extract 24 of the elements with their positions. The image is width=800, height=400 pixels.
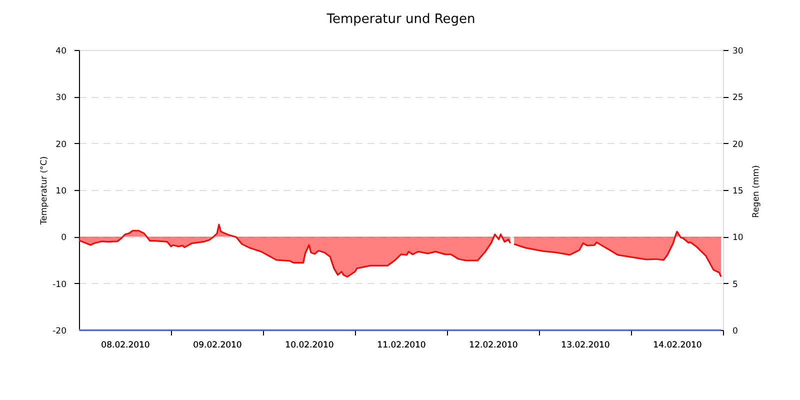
y2-axis-title: Regen (mm) — [752, 165, 762, 218]
y-tick-label: 40 — [56, 46, 66, 56]
y-tick-label: 20 — [56, 140, 66, 150]
y2-tick-label: 25 — [732, 93, 744, 104]
y2-tick-label: 5 — [732, 280, 738, 290]
y2-tick-label: 10 — [732, 233, 744, 244]
chart-title: Temperatur und Regen — [326, 12, 476, 27]
y-tick-label: 0 — [61, 233, 66, 244]
x-tick-label: 11.02.2010 — [377, 340, 426, 350]
y-tick-label: -10 — [52, 280, 66, 290]
y-tick-label: 10 — [56, 186, 66, 196]
y2-tick-label: 0 — [732, 326, 738, 336]
y2-tick-label: 20 — [732, 140, 744, 150]
x-tick-label: 10.02.2010 — [285, 340, 334, 350]
y-axis-title: Temperatur (°C) — [40, 156, 50, 226]
x-tick-label: 12.02.2010 — [469, 340, 518, 350]
y2-tick-label: 30 — [732, 46, 744, 56]
x-tick-label: 13.02.2010 — [561, 340, 610, 350]
x-tick-label: 14.02.2010 — [653, 340, 702, 350]
y-tick-label: -20 — [52, 326, 66, 336]
x-tick-label: 08.02.2010 — [101, 340, 150, 350]
x-tick-label: 09.02.2010 — [193, 340, 242, 350]
y-tick-label: 30 — [56, 93, 66, 104]
y2-tick-label: 15 — [732, 186, 744, 196]
